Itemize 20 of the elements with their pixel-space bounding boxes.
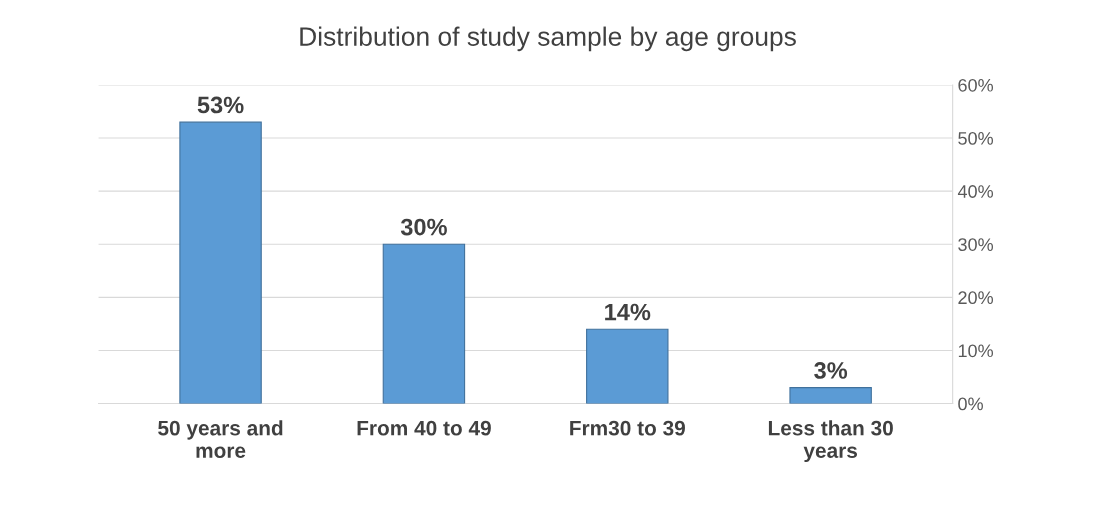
y-tick-label: 50%	[958, 131, 994, 145]
bar	[789, 387, 872, 404]
bar	[586, 328, 669, 404]
data-label: 14%	[605, 303, 651, 321]
bar	[179, 121, 262, 404]
y-tick-label: 40%	[957, 185, 994, 198]
x-tick-label: 50 years and more	[158, 420, 283, 458]
data-label: 53%	[197, 96, 244, 114]
chart-title: Distribution of study sample by age groups	[300, 26, 796, 52]
bar	[382, 243, 466, 404]
y-tick-label: 30%	[958, 238, 994, 251]
x-tick-label: From 40 to 49	[357, 420, 491, 436]
x-tick-label: Less than 30 years	[768, 420, 893, 463]
y-tick-label: 20%	[958, 291, 994, 305]
y-tick-label: 10%	[958, 344, 994, 358]
y-tick-label: 60%	[958, 78, 994, 92]
x-tick-label: Frm30 to 39	[570, 420, 685, 436]
data-label: 30%	[400, 218, 447, 236]
y-tick-label: 0%	[958, 397, 983, 411]
data-label: 3%	[814, 362, 848, 379]
